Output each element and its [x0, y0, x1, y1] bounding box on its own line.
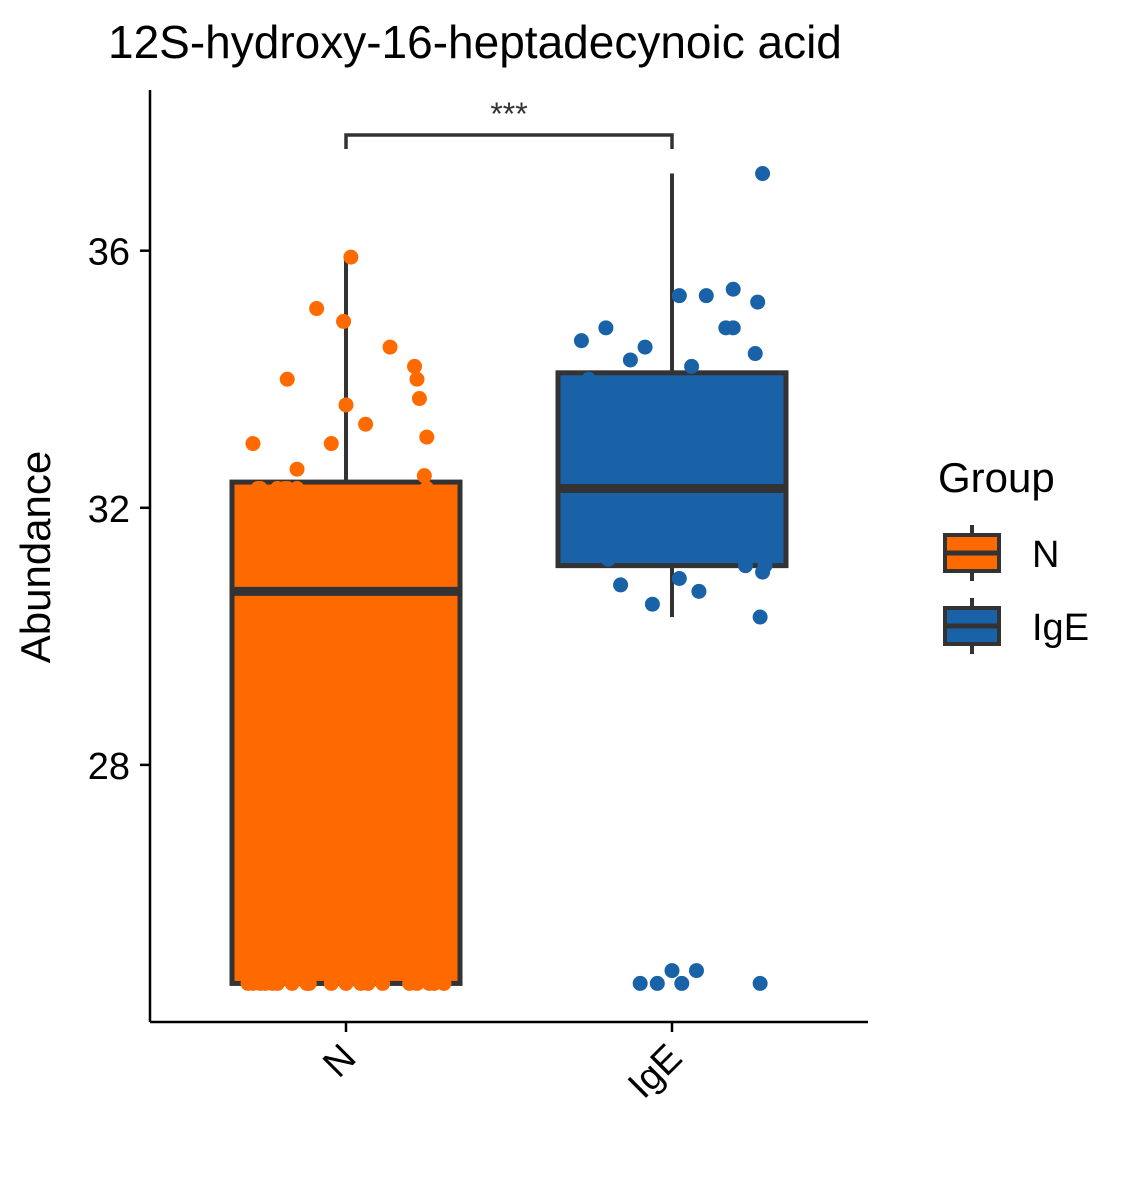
y-tick-label-28: 28 [88, 746, 130, 788]
data-point-ige-25 [573, 333, 589, 349]
data-point-n-10 [338, 975, 354, 991]
data-point-n-41 [279, 371, 295, 387]
data-point-n-31 [289, 481, 305, 497]
data-point-n-36 [323, 436, 339, 452]
data-point-n-8 [301, 975, 317, 991]
data-point-n-21 [243, 635, 259, 651]
axes: 28 32 36 N IgE [88, 90, 868, 1107]
y-axis-title: Abundance [12, 451, 59, 664]
data-point-n-42 [409, 371, 425, 387]
y-tick-label-36: 36 [88, 232, 130, 274]
box-n [229, 479, 463, 986]
chart-title: 12S-hydroxy-16-heptadecynoic acid [108, 16, 842, 68]
data-point-ige-6 [613, 577, 629, 593]
data-point-ige-22 [637, 339, 653, 355]
data-point-n-34 [416, 468, 432, 484]
legend-title: Group [938, 454, 1055, 501]
data-point-ige-3 [752, 975, 768, 991]
data-point-ige-32 [750, 294, 766, 310]
significance-label: *** [490, 96, 527, 132]
legend-label-n: N [1032, 534, 1059, 576]
data-point-n-39 [358, 416, 374, 432]
data-point-ige-5 [688, 963, 704, 979]
significance-bracket [344, 133, 674, 149]
data-point-ige-26 [598, 320, 614, 336]
data-point-ige-28 [725, 320, 741, 336]
data-point-n-13 [375, 975, 391, 991]
x-tick-label-ige: IgE [620, 1037, 690, 1107]
data-point-ige-0 [632, 975, 648, 991]
x-tick-label-n: N [315, 1037, 364, 1086]
data-point-ige-7 [644, 596, 660, 612]
legend: Group N IgE [938, 454, 1089, 654]
legend-item-n: N [943, 525, 1059, 581]
data-point-ige-1 [649, 975, 665, 991]
data-point-ige-14 [600, 551, 616, 567]
data-point-n-18 [436, 975, 452, 991]
data-point-n-32 [419, 481, 435, 497]
data-point-n-46 [336, 313, 352, 329]
data-point-n-15 [409, 975, 425, 991]
data-point-ige-10 [752, 609, 768, 625]
data-point-ige-13 [757, 558, 773, 574]
data-point-n-9 [323, 975, 339, 991]
data-point-n-38 [338, 397, 354, 413]
legend-label-ige: IgE [1032, 607, 1089, 649]
data-point-n-20 [252, 963, 268, 979]
data-point-ige-23 [684, 358, 700, 374]
data-point-n-45 [309, 301, 325, 317]
data-point-ige-8 [671, 570, 687, 586]
data-point-ige-9 [691, 583, 707, 599]
data-point-n-19 [240, 950, 256, 966]
data-point-n-6 [284, 975, 300, 991]
data-point-n-44 [382, 339, 398, 355]
data-point-n-49 [424, 538, 440, 554]
data-point-n-12 [360, 975, 376, 991]
box-ige [555, 370, 789, 569]
data-point-ige-21 [622, 352, 638, 368]
data-point-n-37 [419, 429, 435, 445]
data-point-ige-30 [698, 288, 714, 304]
data-point-ige-11 [737, 558, 753, 574]
data-point-n-27 [252, 481, 268, 497]
data-point-ige-2 [674, 975, 690, 991]
data-point-ige-24 [747, 346, 763, 362]
data-point-n-43 [407, 358, 423, 374]
data-point-ige-31 [725, 281, 741, 297]
data-point-ige-29 [671, 288, 687, 304]
data-point-n-47 [343, 249, 359, 265]
data-point-n-40 [411, 391, 427, 407]
data-point-n-35 [245, 436, 261, 452]
data-point-n-22 [245, 564, 261, 580]
data-point-ige-33 [755, 166, 771, 182]
data-point-n-33 [289, 461, 305, 477]
data-point-n-5 [269, 975, 285, 991]
data-point-ige-20 [581, 371, 597, 387]
data-point-ige-4 [664, 963, 680, 979]
legend-item-ige: IgE [943, 598, 1089, 654]
y-tick-label-32: 32 [88, 489, 130, 531]
plot-area: *** [229, 96, 789, 991]
